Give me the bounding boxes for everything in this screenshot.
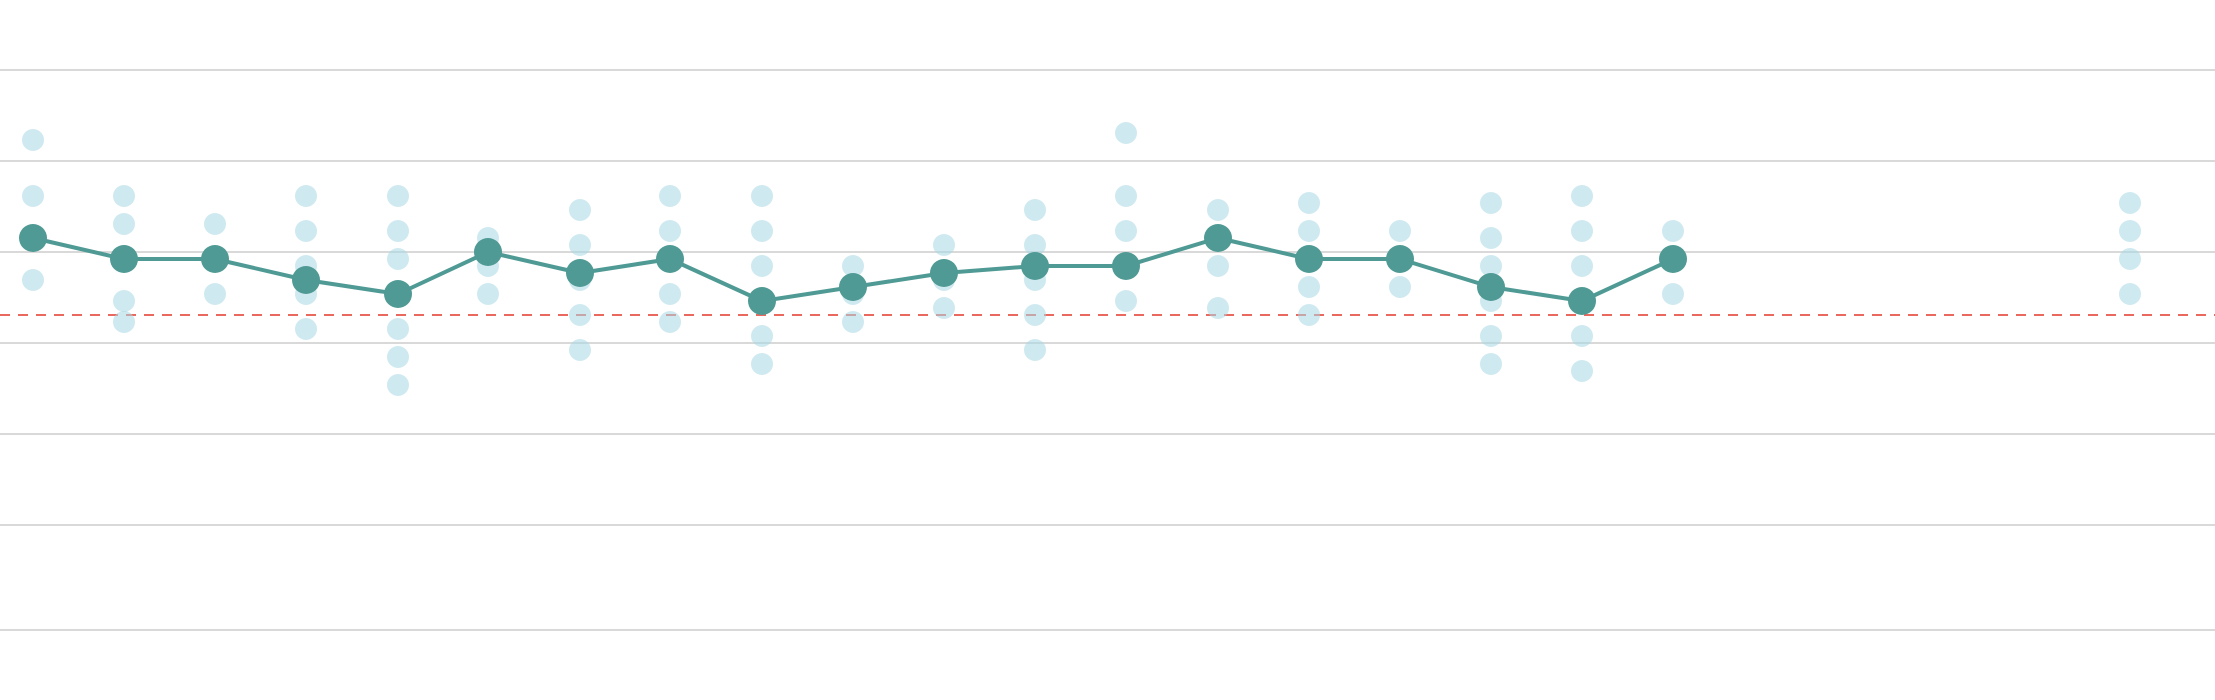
trend-marker [201, 245, 229, 273]
trend-marker [748, 287, 776, 315]
trend-marker [1295, 245, 1323, 273]
trend-marker [1386, 245, 1414, 273]
trend-marker [1204, 224, 1232, 252]
trend-marker [566, 259, 594, 287]
trend-marker [1568, 287, 1596, 315]
trend-marker [1021, 252, 1049, 280]
trend-marker [1112, 252, 1140, 280]
trend-marker [1477, 273, 1505, 301]
trend-marker [1659, 245, 1687, 273]
trend-marker [839, 273, 867, 301]
chart-svg [0, 0, 2215, 700]
trend-marker [930, 259, 958, 287]
trend-marker [110, 245, 138, 273]
trend-marker [656, 245, 684, 273]
metrics-chart [0, 0, 2215, 700]
trend-marker [474, 238, 502, 266]
trend-marker [292, 266, 320, 294]
trend-marker [384, 280, 412, 308]
trend-marker [19, 224, 47, 252]
